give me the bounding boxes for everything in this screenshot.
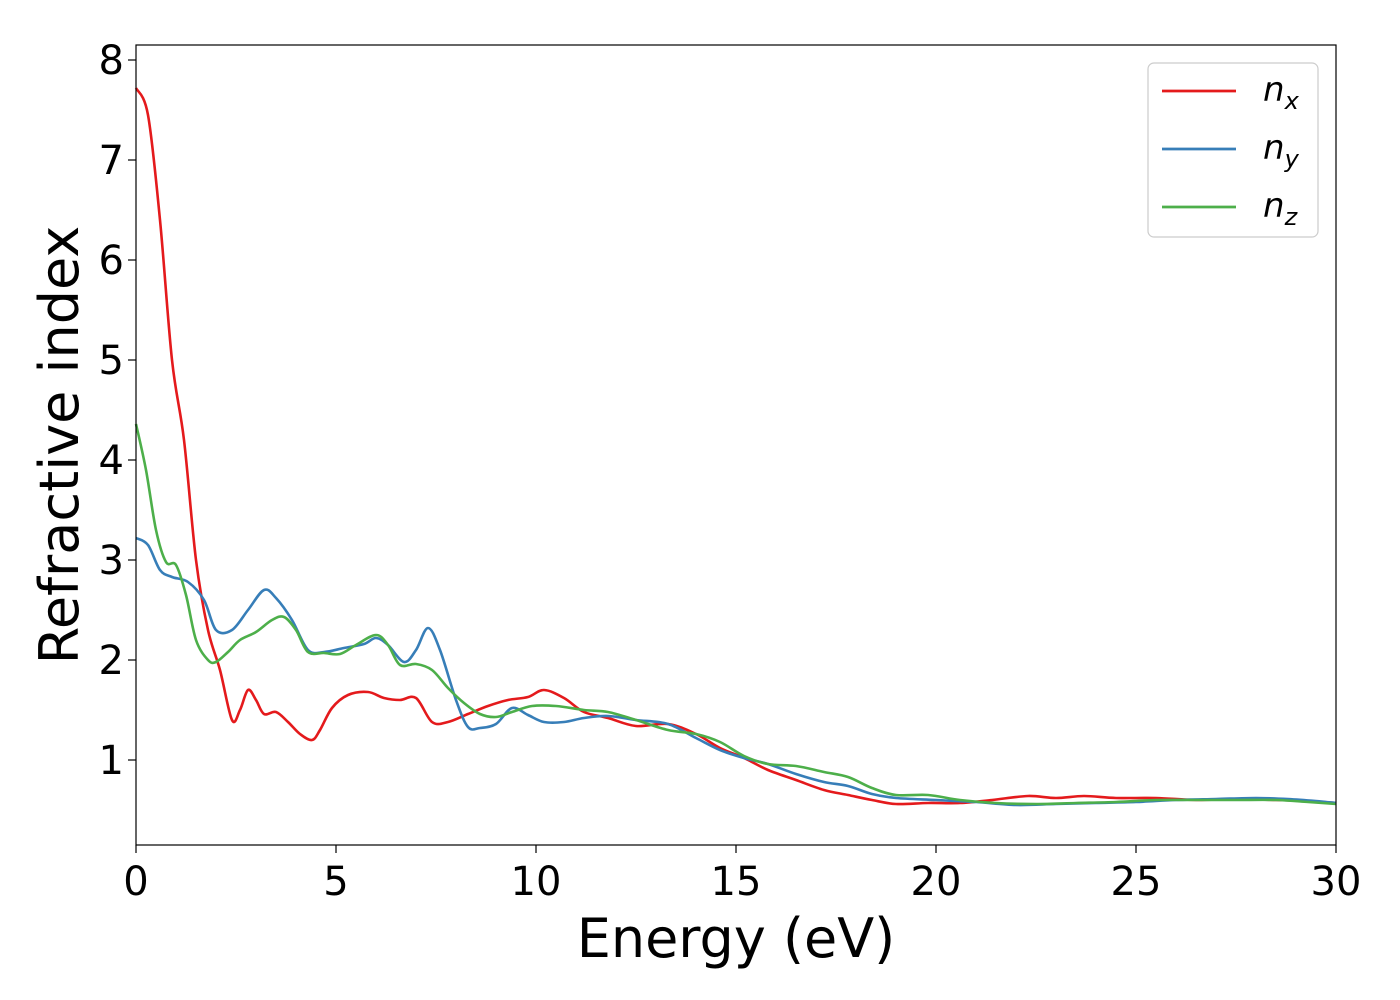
- x-tick-label: 15: [711, 859, 762, 905]
- y-tick-label: 3: [99, 538, 124, 584]
- y-tick-label: 8: [99, 38, 124, 84]
- y-tick-label: 6: [99, 238, 124, 284]
- legend-label-z: nz: [1263, 186, 1299, 231]
- x-tick-label: 25: [1111, 859, 1162, 905]
- y-tick-label: 5: [99, 338, 124, 384]
- x-tick-label: 10: [511, 859, 562, 905]
- y-tick-label: 1: [99, 738, 124, 784]
- y-tick-label: 4: [99, 438, 124, 484]
- y-tick-label: 2: [99, 638, 124, 684]
- series-line-z: [134, 423, 1337, 806]
- legend-label-y: ny: [1263, 128, 1300, 173]
- x-tick-label: 20: [911, 859, 962, 905]
- y-axis-ticks: 1 2 3 4 5 6 7 8: [99, 38, 136, 784]
- x-axis-ticks: 0 5 10 15 20 25 30: [123, 845, 1361, 905]
- series-line-x: [134, 87, 1337, 806]
- x-axis-label: Energy (eV): [577, 907, 896, 970]
- x-tick-label: 0: [123, 859, 148, 905]
- x-tick-label: 30: [1311, 859, 1362, 905]
- y-tick-label: 7: [99, 138, 124, 184]
- legend: nx ny nz: [1147, 62, 1319, 238]
- x-tick-label: 5: [323, 859, 348, 905]
- legend-label-x: nx: [1263, 70, 1300, 115]
- series-lines: [134, 87, 1337, 807]
- y-axis-label: Refractive index: [28, 226, 91, 665]
